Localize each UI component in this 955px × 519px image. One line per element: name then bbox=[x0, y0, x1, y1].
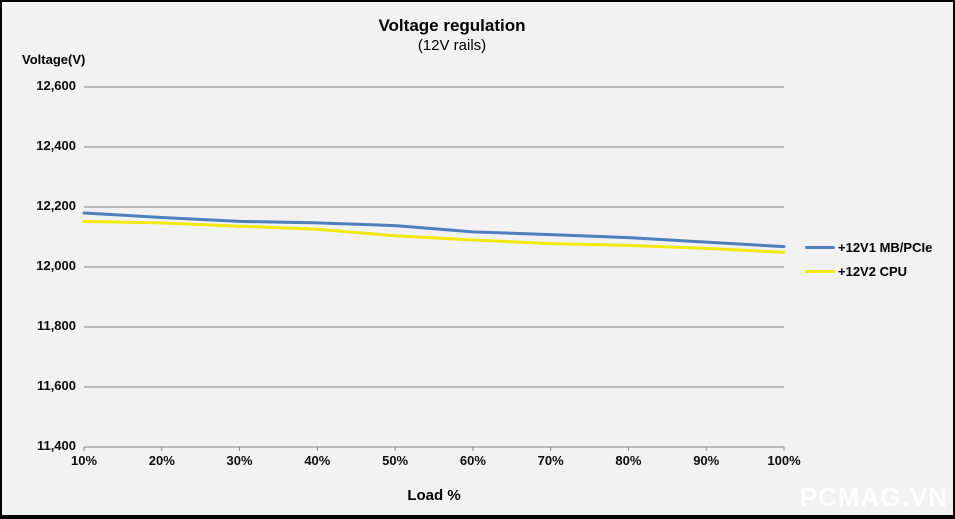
x-tick-label: 10% bbox=[70, 453, 98, 468]
legend-item: +12V2 CPU bbox=[805, 259, 932, 283]
x-axis-title: Load % bbox=[407, 487, 461, 504]
chart-title-block: Voltage regulation (12V rails) bbox=[2, 16, 902, 54]
x-tick-label: 100% bbox=[767, 453, 801, 468]
y-tick-label: 12,000 bbox=[36, 258, 76, 273]
x-tick-label: 70% bbox=[537, 453, 564, 468]
legend-label: +12V2 CPU bbox=[838, 263, 908, 279]
y-tick-label: 11,800 bbox=[36, 318, 76, 333]
x-tick-label: 20% bbox=[148, 453, 175, 468]
legend-item: +12V1 MB/PCIe bbox=[805, 235, 932, 259]
chart-title: Voltage regulation bbox=[378, 16, 526, 35]
y-axis-title: Voltage(V) bbox=[22, 52, 86, 67]
series-line bbox=[82, 211, 786, 249]
x-tick-label: 40% bbox=[304, 453, 331, 468]
y-tick-label: 11,600 bbox=[36, 378, 76, 393]
y-tick-label: 12,400 bbox=[36, 138, 76, 153]
y-tick-label: 11,400 bbox=[36, 438, 76, 453]
x-tick-label: 30% bbox=[226, 453, 253, 468]
x-tick-label: 50% bbox=[382, 453, 409, 468]
series-line bbox=[82, 219, 786, 254]
chart-subtitle: (12V rails) bbox=[417, 37, 487, 54]
y-tick-label: 12,200 bbox=[36, 198, 76, 213]
legend-line-swatch bbox=[805, 269, 835, 273]
y-tick-label: 12,600 bbox=[36, 78, 76, 93]
legend-label: +12V1 MB/PCIe bbox=[838, 239, 933, 255]
x-tick-label: 80% bbox=[615, 453, 642, 468]
x-tick-label: 60% bbox=[459, 453, 486, 468]
legend: +12V1 MB/PCIe +12V2 CPU bbox=[805, 235, 932, 283]
watermark: PCMAG.VN bbox=[799, 482, 948, 512]
legend-line-swatch bbox=[805, 245, 835, 249]
x-tick-label: 90% bbox=[693, 453, 720, 468]
